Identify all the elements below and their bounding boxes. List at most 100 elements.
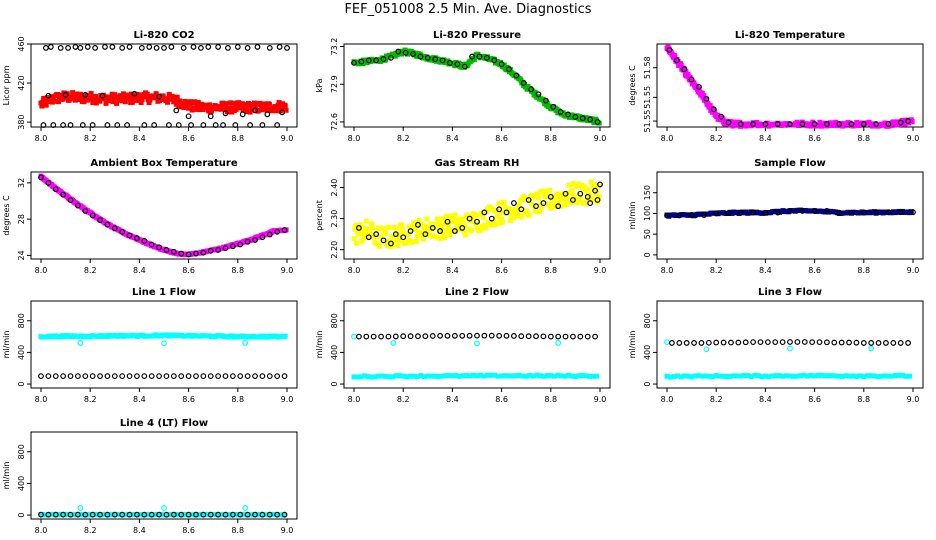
data-point (422, 223, 428, 229)
series-1 (38, 332, 288, 340)
data-point (543, 188, 549, 194)
data-point (218, 106, 224, 112)
data-point (71, 95, 77, 101)
data-point (102, 44, 108, 50)
data-point (594, 197, 601, 203)
data-point (569, 188, 575, 194)
data-point (764, 339, 771, 346)
data-point (387, 240, 393, 246)
data-point (769, 373, 775, 379)
data-point (204, 103, 210, 109)
chart-title: Line 2 Flow (445, 287, 509, 298)
data-point (480, 215, 486, 221)
data-point (131, 90, 138, 97)
data-point (850, 373, 856, 379)
data-point (451, 228, 458, 234)
data-point (284, 45, 290, 51)
data-point (499, 219, 505, 225)
y-tick-label: 51.58 (643, 56, 652, 79)
data-point (91, 511, 97, 517)
data-point (483, 224, 489, 230)
data-point (534, 372, 540, 378)
series-1 (38, 173, 289, 258)
data-point (443, 213, 449, 219)
data-point (885, 373, 891, 379)
data-point (60, 373, 67, 380)
data-point (474, 340, 480, 347)
data-point (244, 373, 251, 380)
data-point (244, 104, 250, 110)
data-point (728, 339, 734, 346)
data-point (447, 232, 453, 238)
data-point (530, 373, 536, 379)
x-tick-label: 8.8 (231, 134, 244, 143)
data-point (232, 122, 239, 128)
data-point (554, 204, 560, 210)
data-point (433, 222, 439, 228)
data-point (805, 373, 811, 379)
data-point (550, 103, 557, 110)
data-point (492, 372, 498, 378)
data-point (808, 373, 814, 379)
data-point (696, 373, 702, 379)
data-point (128, 91, 134, 97)
data-point (170, 373, 177, 380)
data-point (474, 213, 480, 219)
data-point (593, 192, 599, 198)
data-point (476, 53, 483, 60)
data-point (109, 91, 115, 97)
data-point (547, 193, 554, 200)
y-tick-label: 2.30 (330, 210, 339, 228)
data-point (562, 373, 568, 379)
data-point (259, 511, 265, 517)
data-point (400, 373, 406, 379)
data-point (215, 247, 222, 253)
data-point (240, 106, 246, 112)
data-point (62, 90, 68, 96)
x-tick-label: 9.0 (907, 134, 920, 143)
data-point (511, 200, 517, 206)
data-point (274, 511, 281, 518)
data-point (122, 512, 128, 518)
data-point (273, 512, 279, 518)
data-point (577, 190, 584, 197)
data-point (161, 45, 167, 51)
data-point (501, 201, 507, 207)
series-2 (351, 333, 562, 347)
data-point (81, 99, 87, 105)
data-point (193, 512, 199, 518)
data-point (108, 512, 114, 518)
data-point (270, 511, 276, 517)
data-point (666, 46, 672, 52)
data-point (537, 373, 543, 379)
data-point (252, 107, 258, 114)
data-point (671, 374, 677, 380)
y-tick-label: 400 (17, 345, 26, 360)
data-point (592, 187, 598, 194)
data-point (502, 205, 508, 211)
y-tick-label: 73.2 (330, 38, 339, 56)
plot-frame (30, 431, 298, 520)
data-point (42, 512, 48, 518)
data-point (355, 228, 361, 234)
data-point (463, 232, 469, 238)
data-point (385, 333, 392, 340)
y-tick-label: 28 (17, 214, 26, 224)
data-point (175, 122, 182, 128)
data-point (452, 212, 458, 218)
data-point (562, 333, 569, 340)
data-point (454, 61, 461, 68)
data-point (175, 512, 181, 518)
data-point (593, 373, 599, 379)
y-tick-label: 800 (643, 313, 652, 328)
data-point (724, 374, 730, 380)
data-point (824, 208, 830, 214)
data-point (143, 94, 149, 100)
data-point (79, 122, 86, 128)
data-point (861, 374, 867, 380)
data-point (548, 373, 554, 379)
data-point (524, 197, 530, 203)
x-tick-label: 8.0 (35, 395, 48, 404)
x-tick-label: 8.6 (808, 266, 821, 275)
data-point (528, 201, 534, 207)
